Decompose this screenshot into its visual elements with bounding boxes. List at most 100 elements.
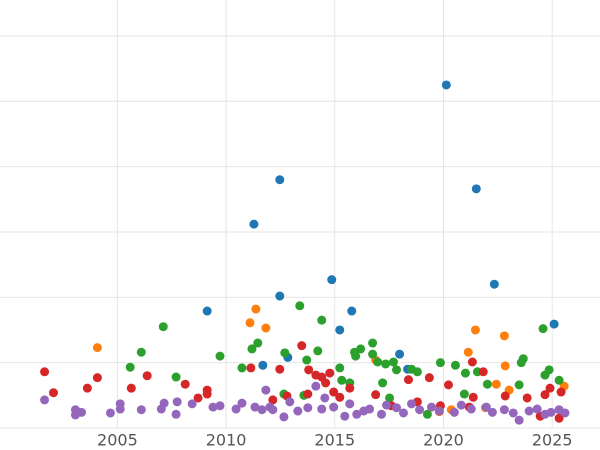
point <box>253 338 263 348</box>
point <box>92 373 102 383</box>
point <box>251 304 261 314</box>
point <box>246 363 256 373</box>
point <box>508 408 518 418</box>
point <box>268 405 278 415</box>
x-tick-label: 2025 <box>532 431 573 450</box>
point <box>524 406 534 416</box>
point <box>500 391 510 401</box>
point <box>285 397 295 407</box>
point <box>500 361 510 371</box>
point <box>441 80 451 90</box>
point <box>381 359 391 369</box>
point <box>280 348 290 358</box>
point <box>481 402 491 412</box>
point <box>412 367 422 377</box>
point <box>540 390 550 400</box>
point <box>208 402 218 412</box>
point <box>329 402 339 412</box>
point <box>237 363 247 373</box>
point <box>249 219 259 229</box>
point <box>371 390 381 400</box>
point <box>311 381 321 391</box>
point <box>489 279 499 289</box>
point <box>382 400 392 410</box>
point <box>467 357 477 367</box>
point <box>180 379 190 389</box>
point <box>275 364 285 374</box>
point <box>443 380 453 390</box>
point <box>427 402 437 412</box>
point <box>460 368 470 378</box>
point <box>538 324 548 334</box>
point <box>279 412 289 422</box>
point <box>317 315 327 325</box>
point <box>368 338 378 348</box>
point <box>304 365 314 375</box>
point <box>303 403 313 413</box>
point <box>237 398 247 408</box>
point <box>549 319 559 329</box>
point <box>482 379 492 389</box>
point <box>247 344 257 354</box>
point <box>398 408 408 418</box>
point <box>313 346 323 356</box>
point <box>329 387 339 397</box>
point <box>335 325 345 335</box>
point <box>158 322 168 332</box>
point <box>335 363 345 373</box>
point <box>77 407 87 417</box>
point <box>275 291 285 301</box>
point <box>356 344 366 354</box>
point <box>368 349 378 359</box>
point <box>459 389 469 399</box>
point <box>365 404 375 414</box>
point <box>126 383 136 393</box>
point <box>187 399 197 409</box>
point <box>487 407 497 417</box>
point <box>231 404 241 414</box>
point <box>297 341 307 351</box>
point <box>514 415 524 425</box>
x-tick-label: 2010 <box>206 431 247 450</box>
point <box>125 362 135 372</box>
point <box>470 325 480 335</box>
point <box>159 398 169 408</box>
point <box>193 393 203 403</box>
point <box>449 407 459 417</box>
point <box>499 331 509 341</box>
point <box>463 347 473 357</box>
point <box>407 399 417 409</box>
point <box>261 385 271 395</box>
point <box>471 184 481 194</box>
point <box>172 397 182 407</box>
point <box>40 395 50 405</box>
point <box>456 400 466 410</box>
point <box>403 375 413 385</box>
point <box>395 349 405 359</box>
point <box>295 301 305 311</box>
point <box>556 387 566 397</box>
point <box>171 409 181 419</box>
point <box>554 375 564 385</box>
point <box>48 388 58 398</box>
point <box>215 401 225 411</box>
point <box>466 404 476 414</box>
point <box>293 406 303 416</box>
point <box>340 411 350 421</box>
point <box>250 402 260 412</box>
point <box>491 379 501 389</box>
point <box>499 405 509 415</box>
point <box>532 404 542 414</box>
point <box>388 357 398 367</box>
point <box>82 383 92 393</box>
point <box>554 413 564 423</box>
point <box>377 409 387 419</box>
point <box>321 378 331 388</box>
point <box>347 306 357 316</box>
point <box>257 405 267 415</box>
point <box>261 323 271 333</box>
point <box>345 383 355 393</box>
point <box>424 373 434 383</box>
point <box>136 405 146 415</box>
